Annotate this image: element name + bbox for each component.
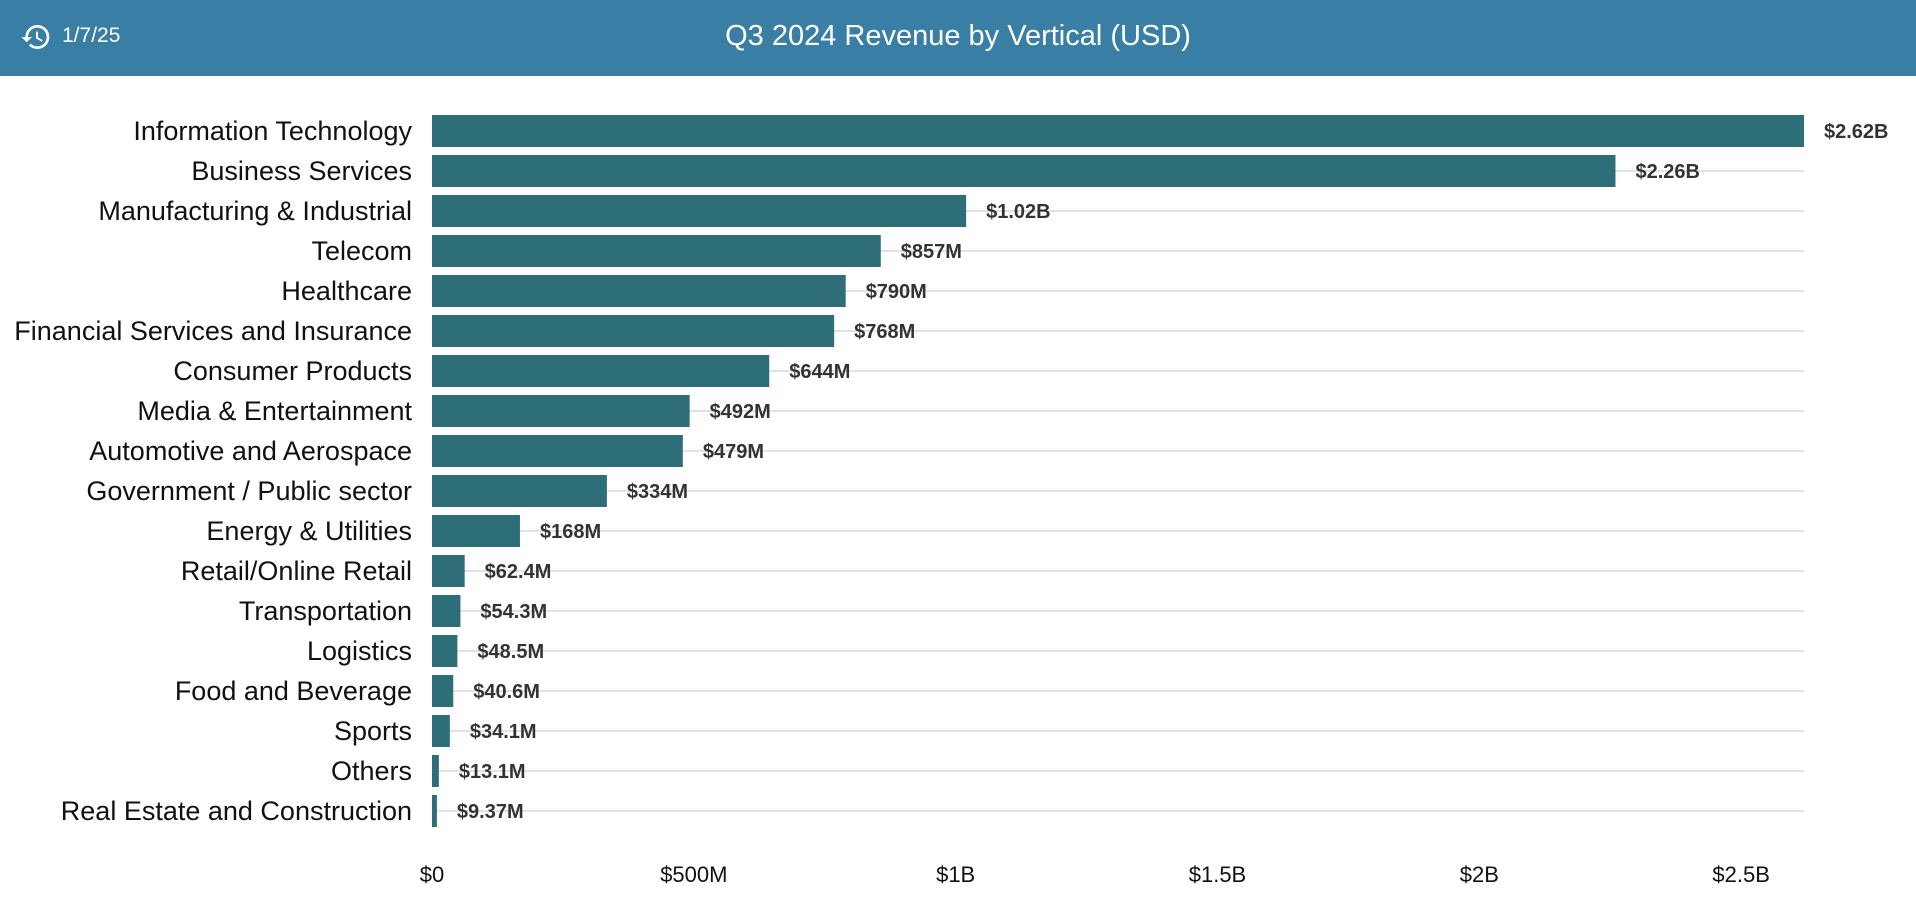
value-label: $644M [789, 361, 850, 383]
x-tick-label: $0 [420, 862, 444, 887]
x-tick-label: $1B [936, 862, 975, 887]
value-label: $790M [866, 281, 927, 303]
category-label: Business Services [191, 156, 412, 186]
bar [432, 515, 520, 547]
value-label: $62.4M [485, 561, 552, 583]
bar [432, 395, 690, 427]
bar [432, 435, 683, 467]
category-label: Food and Beverage [175, 676, 412, 706]
category-label: Financial Services and Insurance [14, 316, 412, 346]
bar [432, 355, 770, 387]
value-label: $54.3M [480, 601, 547, 623]
category-labels: Information Technology Business Services M… [14, 116, 412, 826]
bar [432, 795, 437, 827]
history-icon [20, 21, 52, 53]
bar [432, 115, 1804, 147]
value-label: $13.1M [459, 761, 526, 783]
category-label: Consumer Products [173, 356, 412, 386]
value-label: $492M [710, 401, 771, 423]
category-label: Telecom [311, 236, 412, 266]
bar [432, 675, 454, 707]
bar [432, 195, 967, 227]
value-label: $479M [703, 441, 764, 463]
category-label: Others [331, 756, 412, 786]
gridlines [432, 130, 1804, 812]
page-title: Q3 2024 Revenue by Vertical (USD) [725, 20, 1191, 52]
bar [432, 715, 450, 747]
category-label: Retail/Online Retail [181, 556, 412, 586]
bar [432, 155, 1616, 187]
category-label: Media & Entertainment [137, 396, 412, 426]
x-tick-label: $500M [660, 862, 727, 887]
category-label: Real Estate and Construction [61, 796, 412, 826]
category-label: Manufacturing & Industrial [98, 196, 412, 226]
value-label: $2.62B [1824, 121, 1889, 143]
history-button[interactable] [16, 17, 56, 57]
bar [432, 475, 607, 507]
bar [432, 755, 439, 787]
value-labels: $2.62B $2.26B $1.02B $857M $790M $768M$644M $4… [457, 121, 1889, 823]
value-label: $857M [901, 241, 962, 263]
category-label: Information Technology [133, 116, 412, 146]
bar [432, 635, 458, 667]
bar [432, 595, 461, 627]
bars [432, 115, 1804, 827]
bar [432, 235, 881, 267]
category-label: Government / Public sector [86, 476, 412, 506]
header-bar: 1/7/25 Q3 2024 Revenue by Vertical (USD) [0, 0, 1916, 76]
date-label: 1/7/25 [62, 24, 121, 47]
value-label: $40.6M [473, 681, 540, 703]
value-label: $1.02B [986, 201, 1051, 223]
value-label: $34.1M [470, 721, 537, 743]
bar [432, 275, 846, 307]
x-axis-ticks: $0 $500M $1B $1.5B $2B $2.5B [420, 862, 1770, 887]
category-label: Healthcare [281, 276, 412, 306]
category-label: Energy & Utilities [206, 516, 412, 546]
value-label: $168M [540, 521, 601, 543]
x-tick-label: $1.5B [1189, 862, 1247, 887]
value-label: $48.5M [477, 641, 544, 663]
bar [432, 315, 835, 347]
x-tick-label: $2.5B [1712, 862, 1770, 887]
category-label: Transportation [239, 596, 412, 626]
category-label: Automotive and Aerospace [89, 436, 412, 466]
x-tick-label: $2B [1460, 862, 1499, 887]
value-label: $768M [854, 321, 915, 343]
category-label: Logistics [307, 636, 412, 666]
value-label: $9.37M [457, 801, 524, 823]
category-label: Sports [334, 716, 412, 746]
value-label: $2.26B [1635, 161, 1700, 183]
value-label: $334M [627, 481, 688, 503]
bar [432, 555, 465, 587]
bar-chart: Information Technology Business Services M… [14, 115, 1889, 887]
